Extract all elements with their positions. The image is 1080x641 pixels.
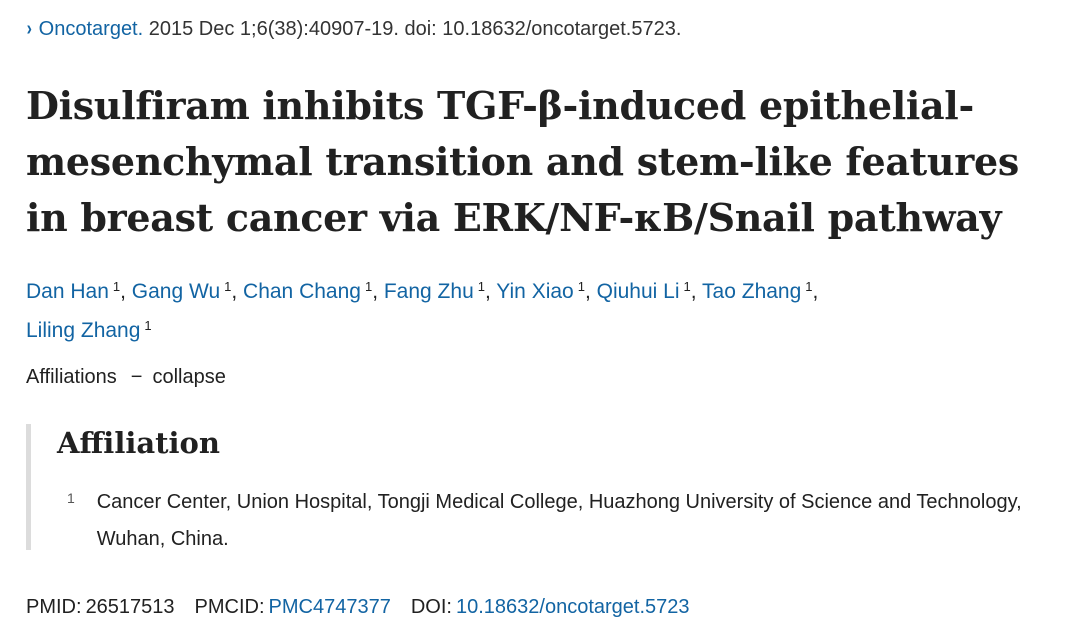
author-link[interactable]: Fang Zhu	[383, 280, 474, 303]
author-link[interactable]: Liling Zhang	[26, 319, 141, 342]
affiliation-text: Cancer Center, Union Hospital, Tongji Me…	[96, 491, 1022, 550]
pmid-label: PMID:	[26, 596, 82, 618]
affiliation-marker[interactable]: 1	[577, 279, 585, 294]
journal-link[interactable]: Oncotarget.	[38, 18, 144, 40]
affiliation-number: 1	[67, 490, 75, 506]
author-link[interactable]: Tao Zhang	[702, 280, 802, 303]
pmcid-link[interactable]: PMC4747377	[268, 596, 391, 618]
doi-link[interactable]: 10.18632/oncotarget.5723	[455, 596, 690, 618]
affiliation-marker[interactable]: 1	[805, 279, 813, 294]
author-link[interactable]: Yin Xiao	[496, 280, 574, 303]
pmid-value: 26517513	[85, 596, 175, 618]
author-item: Qiuhui Li 1,	[596, 279, 703, 303]
citation-details: 2015 Dec 1;6(38):40907-19. doi: 10.18632…	[143, 18, 682, 40]
author-item: Chan Chang 1,	[243, 279, 384, 303]
doi-label: DOI:	[410, 596, 452, 618]
affiliation-marker[interactable]: 1	[364, 279, 373, 294]
author-link[interactable]: Gang Wu	[131, 280, 221, 303]
collapse-label: collapse	[152, 366, 226, 388]
affiliations-toggle-label: Affiliations	[26, 366, 117, 388]
author-item: Yin Xiao 1,	[496, 279, 597, 303]
citation-line: › Oncotarget. 2015 Dec 1;6(38):40907-19. …	[26, 18, 682, 41]
author-item: Fang Zhu 1,	[383, 279, 497, 303]
author-link[interactable]: Chan Chang	[243, 280, 361, 303]
affiliation-item: 1 Cancer Center, Union Hospital, Tongji …	[67, 484, 1067, 558]
author-link[interactable]: Dan Han	[26, 280, 109, 303]
article-title: Disulfiram inhibits TGF-β-induced epithe…	[26, 83, 1019, 240]
affiliation-marker[interactable]: 1	[224, 279, 232, 294]
pmcid-label: PMCID:	[194, 596, 265, 618]
affiliation-marker[interactable]: 1	[112, 279, 121, 294]
identifiers: PMID: 26517513 PMCID: PMC4747377 DOI: 10.1863…	[26, 596, 690, 619]
affiliation-marker[interactable]: 1	[477, 279, 485, 294]
affiliation-heading: Affiliation	[57, 426, 220, 460]
affiliation-panel: Affiliation 1 Cancer Center, Union Hospi…	[26, 424, 1071, 550]
minus-icon: −	[130, 366, 143, 388]
author-list: Dan Han 1, Gang Wu 1, Chan Chang 1, Fang Zh…	[26, 270, 1036, 348]
chevron-right-icon[interactable]: ›	[26, 18, 33, 40]
affiliation-marker[interactable]: 1	[683, 279, 691, 294]
affiliation-marker[interactable]: 1	[144, 318, 152, 333]
author-item: Gang Wu 1,	[131, 279, 244, 303]
author-link[interactable]: Qiuhui Li	[596, 280, 680, 303]
author-item: Liling Zhang 1	[26, 318, 152, 342]
author-item: Tao Zhang 1,	[702, 279, 819, 303]
author-item: Dan Han 1,	[26, 279, 132, 303]
affiliations-toggle[interactable]: Affiliations − collapse	[26, 366, 226, 389]
